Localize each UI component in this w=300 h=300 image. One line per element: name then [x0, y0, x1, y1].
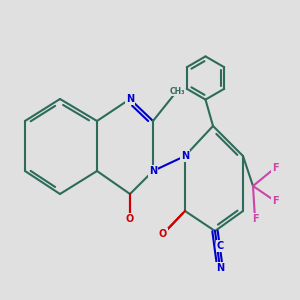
Text: O: O [126, 214, 134, 224]
Text: C: C [216, 241, 224, 251]
Text: CH₃: CH₃ [169, 86, 185, 95]
Text: N: N [149, 166, 157, 176]
Text: F: F [272, 196, 278, 206]
Text: F: F [252, 214, 258, 224]
Text: N: N [126, 94, 134, 104]
Text: N: N [181, 151, 189, 161]
Text: O: O [159, 229, 167, 239]
Text: N: N [216, 263, 224, 273]
Text: F: F [272, 163, 278, 173]
